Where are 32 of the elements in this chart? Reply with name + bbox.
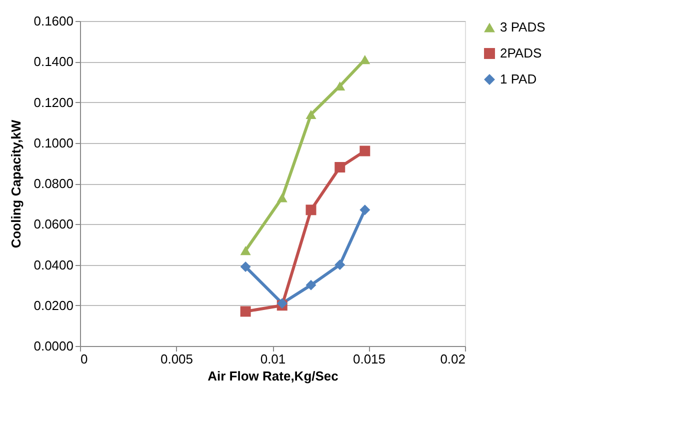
- y-tick-label: 0.1600: [34, 14, 74, 28]
- y-tick-label: 0.0600: [34, 216, 74, 232]
- x-tick-label: 0: [80, 352, 88, 366]
- y-tick-label: 0.0000: [34, 338, 74, 354]
- y-axis-title: Cooling Capacity,kW: [8, 119, 24, 248]
- y-tick-label: 0.1000: [34, 135, 74, 150]
- point: [334, 81, 346, 91]
- point: [276, 193, 288, 202]
- point: [306, 280, 316, 290]
- legend-label: 3 PADS: [500, 20, 546, 34]
- point: [240, 246, 251, 256]
- y-tick-label: 0.1200: [34, 94, 74, 110]
- point: [360, 55, 370, 64]
- x-tick-label: 0.02: [440, 352, 466, 366]
- y-tick-label: 0.0800: [34, 176, 74, 191]
- x-tick-label: 0.005: [160, 352, 194, 366]
- point: [360, 204, 370, 216]
- point: [240, 306, 251, 317]
- point: [240, 262, 251, 272]
- y-tick-label: 0.0200: [34, 298, 74, 313]
- point: [334, 162, 346, 172]
- y-tick-label: 0.0400: [34, 257, 74, 272]
- x-axis-title: Air Flow Rate,Kg/Sec: [208, 368, 338, 384]
- point: [306, 110, 316, 119]
- x-tick-label: 0.01: [260, 352, 286, 366]
- legend-label: 1 PAD: [500, 72, 537, 86]
- point: [360, 146, 370, 156]
- x-tick-label: 0.015: [352, 352, 386, 366]
- point: [334, 260, 346, 270]
- y-tick-label: 0.1400: [34, 54, 74, 70]
- point: [306, 204, 316, 216]
- legend-label: 2PADS: [500, 46, 542, 60]
